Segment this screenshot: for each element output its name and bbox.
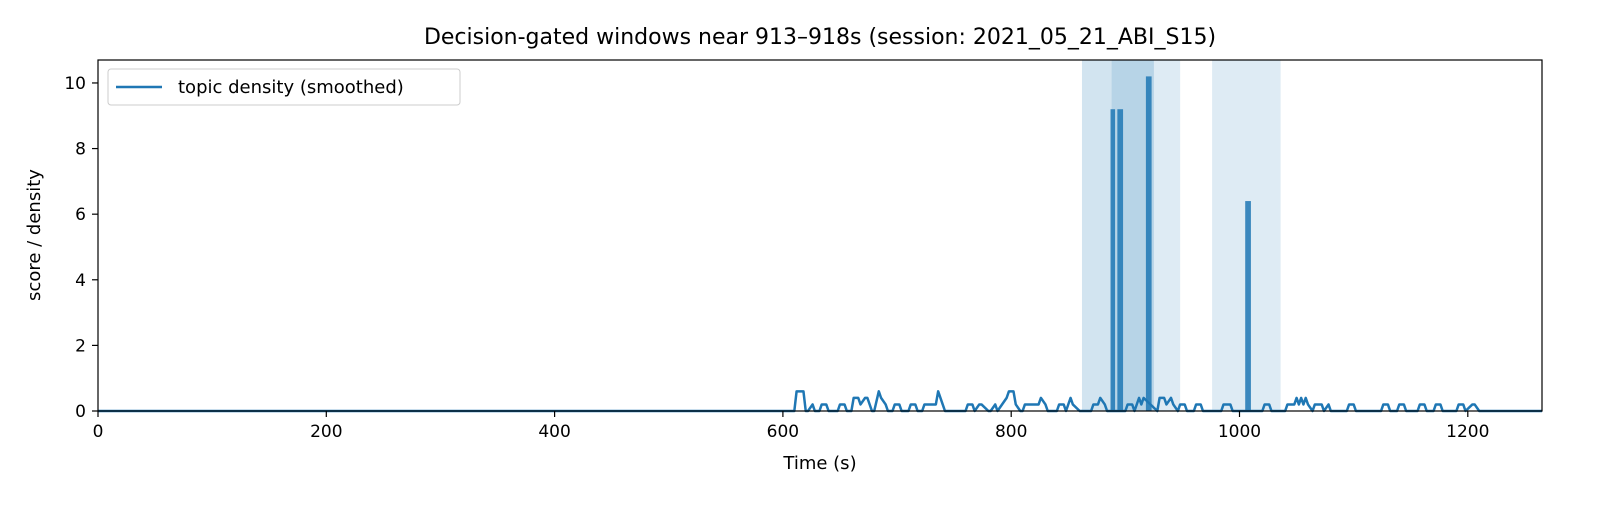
y-axis: 0 2 4 6 8 10 [64, 74, 98, 422]
y-tick-label: 2 [75, 336, 86, 356]
x-axis-label: Time (s) [782, 453, 856, 474]
decision-bar [1117, 109, 1124, 412]
chart-title: Decision-gated windows near 913–918s (se… [424, 25, 1216, 50]
x-tick-label: 1200 [1446, 422, 1489, 442]
plot-frame [97, 59, 1543, 412]
legend-entry: topic density (smoothed) [178, 77, 404, 98]
x-tick-label: 0 [93, 422, 104, 442]
x-tick-label: 600 [767, 422, 799, 442]
y-tick-label: 8 [75, 140, 86, 160]
series-line [98, 390, 1542, 413]
y-axis-label: score / density [24, 169, 45, 301]
decision-bars [1110, 76, 1251, 412]
y-tick-label: 10 [64, 74, 86, 94]
y-tick-label: 6 [75, 205, 86, 225]
x-tick-label: 400 [538, 422, 570, 442]
series-layer [98, 390, 1542, 413]
x-tick-label: 200 [310, 422, 342, 442]
decision-bar [1245, 201, 1251, 411]
x-tick-label: 1000 [1218, 422, 1261, 442]
decision-bar [1145, 76, 1152, 412]
y-tick-label: 0 [75, 402, 86, 422]
legend-box [107, 68, 461, 106]
legend: topic density (smoothed) [107, 68, 461, 106]
decision-bar [1110, 109, 1116, 412]
x-axis: 0 200 400 600 800 1000 1200 [93, 411, 1489, 442]
y-tick-label: 4 [75, 271, 86, 291]
x-tick-label: 800 [995, 422, 1027, 442]
